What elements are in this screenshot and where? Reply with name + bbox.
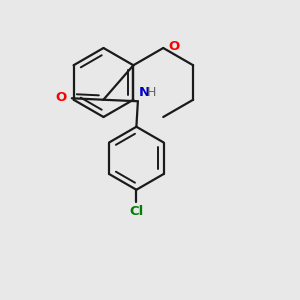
Text: O: O: [56, 91, 67, 104]
Text: H: H: [147, 86, 156, 99]
Text: Cl: Cl: [129, 205, 143, 218]
Text: N: N: [139, 86, 150, 99]
Text: O: O: [169, 40, 180, 53]
